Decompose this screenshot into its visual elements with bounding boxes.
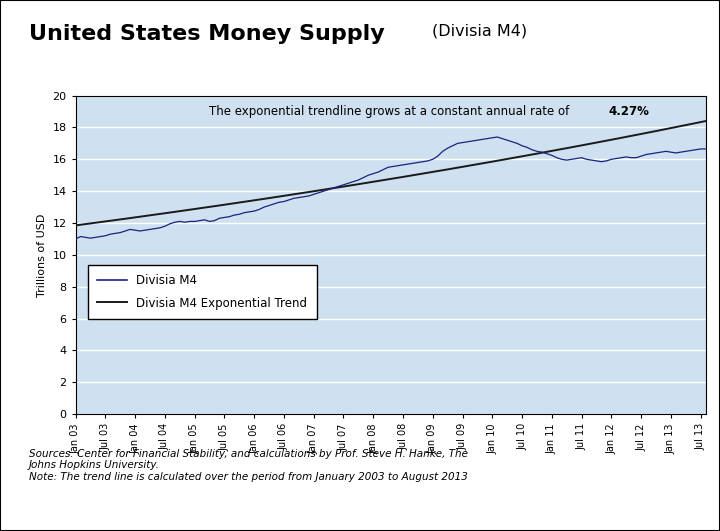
Bar: [76, 96, 706, 414]
Text: 4.27%: 4.27%: [608, 105, 649, 118]
Legend: Divisia M4, Divisia M4 Exponential Trend: Divisia M4, Divisia M4 Exponential Trend: [88, 265, 317, 319]
Text: The exponential trendline grows at a constant annual rate of: The exponential trendline grows at a con…: [209, 105, 572, 118]
Text: Sources: Center for Financial Stability, and calculations by Prof. Steve H. Hank: Sources: Center for Financial Stability,…: [29, 449, 468, 482]
Text: (Divisia M4): (Divisia M4): [432, 24, 527, 39]
Text: United States Money Supply: United States Money Supply: [29, 24, 384, 44]
Y-axis label: Trillions of USD: Trillions of USD: [37, 213, 47, 297]
